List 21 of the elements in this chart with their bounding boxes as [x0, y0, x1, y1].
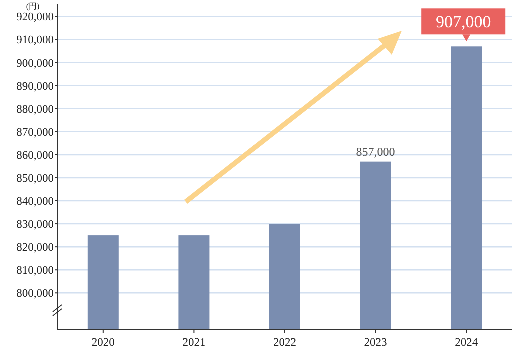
y-tick-label: 890,000	[16, 80, 54, 93]
y-tick-label: 870,000	[16, 126, 54, 139]
y-tick-label: 810,000	[16, 265, 54, 278]
data-label: 857,000	[356, 144, 396, 159]
y-tick-label: 800,000	[16, 288, 54, 300]
y-tick-label: 860,000	[16, 150, 54, 162]
y-tick-label: 880,000	[16, 104, 54, 116]
x-tick-label: 2020	[92, 337, 116, 348]
y-tick-label: 910,000	[16, 34, 54, 47]
y-axis-title: (円)	[26, 2, 40, 11]
x-tick-label: 2024	[455, 337, 478, 348]
y-tick-label: 850,000	[16, 172, 54, 185]
y-tick-label: 840,000	[16, 196, 54, 208]
data-label: 907,000	[436, 12, 492, 32]
y-tick-label: 900,000	[16, 58, 54, 70]
x-tick-label: 2022	[274, 337, 297, 348]
y-tick-label: 830,000	[16, 219, 54, 232]
y-tick-label: 920,000	[16, 12, 54, 24]
y-tick-label: 820,000	[16, 242, 54, 254]
x-tick-label: 2021	[182, 337, 206, 348]
x-tick-label: 2023	[364, 337, 388, 348]
